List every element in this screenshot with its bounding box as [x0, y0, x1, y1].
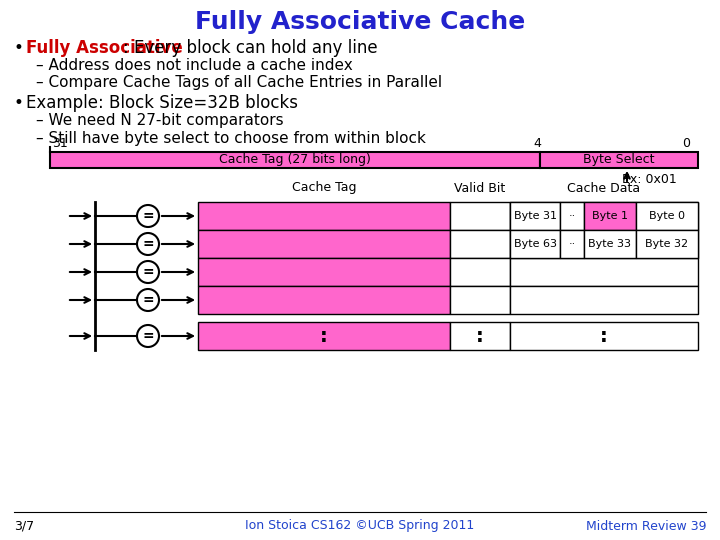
- Circle shape: [137, 205, 159, 227]
- Text: Fully Associative: Fully Associative: [26, 39, 183, 57]
- Text: – We need N 27-bit comparators: – We need N 27-bit comparators: [36, 113, 284, 129]
- Text: Byte 0: Byte 0: [649, 211, 685, 221]
- Text: ··: ··: [568, 239, 575, 249]
- Text: 31: 31: [52, 137, 68, 150]
- Bar: [198, 286, 450, 314]
- Text: Cache Tag (27 bits long): Cache Tag (27 bits long): [219, 153, 371, 166]
- Text: ··: ··: [568, 211, 575, 221]
- Text: :: :: [476, 327, 484, 346]
- Text: Byte 33: Byte 33: [588, 239, 631, 249]
- Bar: [510, 202, 560, 230]
- Text: =: =: [142, 293, 154, 307]
- Circle shape: [137, 233, 159, 255]
- Bar: [540, 152, 698, 168]
- Text: – Address does not include a cache index: – Address does not include a cache index: [36, 58, 353, 73]
- Text: :: :: [320, 327, 328, 346]
- Bar: [510, 258, 698, 286]
- Text: Byte 63: Byte 63: [513, 239, 557, 249]
- Circle shape: [137, 261, 159, 283]
- Bar: [636, 202, 698, 230]
- Bar: [50, 152, 540, 168]
- Bar: [510, 286, 698, 314]
- Bar: [198, 230, 450, 258]
- Bar: [450, 230, 510, 258]
- Text: Fully Associative Cache: Fully Associative Cache: [195, 10, 525, 34]
- Bar: [584, 202, 636, 230]
- Text: Example: Block Size=32B blocks: Example: Block Size=32B blocks: [26, 94, 298, 112]
- Text: •: •: [14, 94, 24, 112]
- Text: Byte Select: Byte Select: [583, 153, 654, 166]
- Text: Byte 1: Byte 1: [592, 211, 628, 221]
- Bar: [198, 322, 450, 350]
- Circle shape: [137, 325, 159, 347]
- Bar: [510, 230, 560, 258]
- Text: Byte 31: Byte 31: [513, 211, 557, 221]
- Text: =: =: [142, 237, 154, 251]
- Text: – Compare Cache Tags of all Cache Entries in Parallel: – Compare Cache Tags of all Cache Entrie…: [36, 76, 442, 91]
- Text: Cache Tag: Cache Tag: [292, 181, 356, 194]
- Text: Ex: 0x01: Ex: 0x01: [622, 173, 677, 186]
- Text: =: =: [142, 265, 154, 279]
- Text: Ion Stoica CS162 ©UCB Spring 2011: Ion Stoica CS162 ©UCB Spring 2011: [246, 519, 474, 532]
- Bar: [198, 202, 450, 230]
- Bar: [450, 322, 510, 350]
- Text: =: =: [142, 209, 154, 223]
- Text: Byte 32: Byte 32: [645, 239, 688, 249]
- Text: 4: 4: [533, 137, 541, 150]
- Bar: [636, 230, 698, 258]
- Text: :: :: [600, 327, 608, 346]
- Bar: [560, 230, 584, 258]
- Text: Midterm Review 39: Midterm Review 39: [585, 519, 706, 532]
- Text: : Every block can hold any line: : Every block can hold any line: [123, 39, 377, 57]
- Bar: [450, 202, 510, 230]
- Text: 3/7: 3/7: [14, 519, 34, 532]
- Bar: [198, 258, 450, 286]
- Bar: [450, 286, 510, 314]
- Text: •: •: [14, 39, 24, 57]
- Bar: [560, 202, 584, 230]
- Bar: [510, 322, 698, 350]
- Text: Valid Bit: Valid Bit: [454, 181, 505, 194]
- Text: – Still have byte select to choose from within block: – Still have byte select to choose from …: [36, 131, 426, 145]
- Bar: [450, 258, 510, 286]
- Circle shape: [137, 289, 159, 311]
- Bar: [584, 230, 636, 258]
- Bar: [510, 202, 698, 230]
- Text: 0: 0: [682, 137, 690, 150]
- Text: =: =: [142, 329, 154, 343]
- Text: Cache Data: Cache Data: [567, 181, 641, 194]
- Bar: [510, 230, 698, 258]
